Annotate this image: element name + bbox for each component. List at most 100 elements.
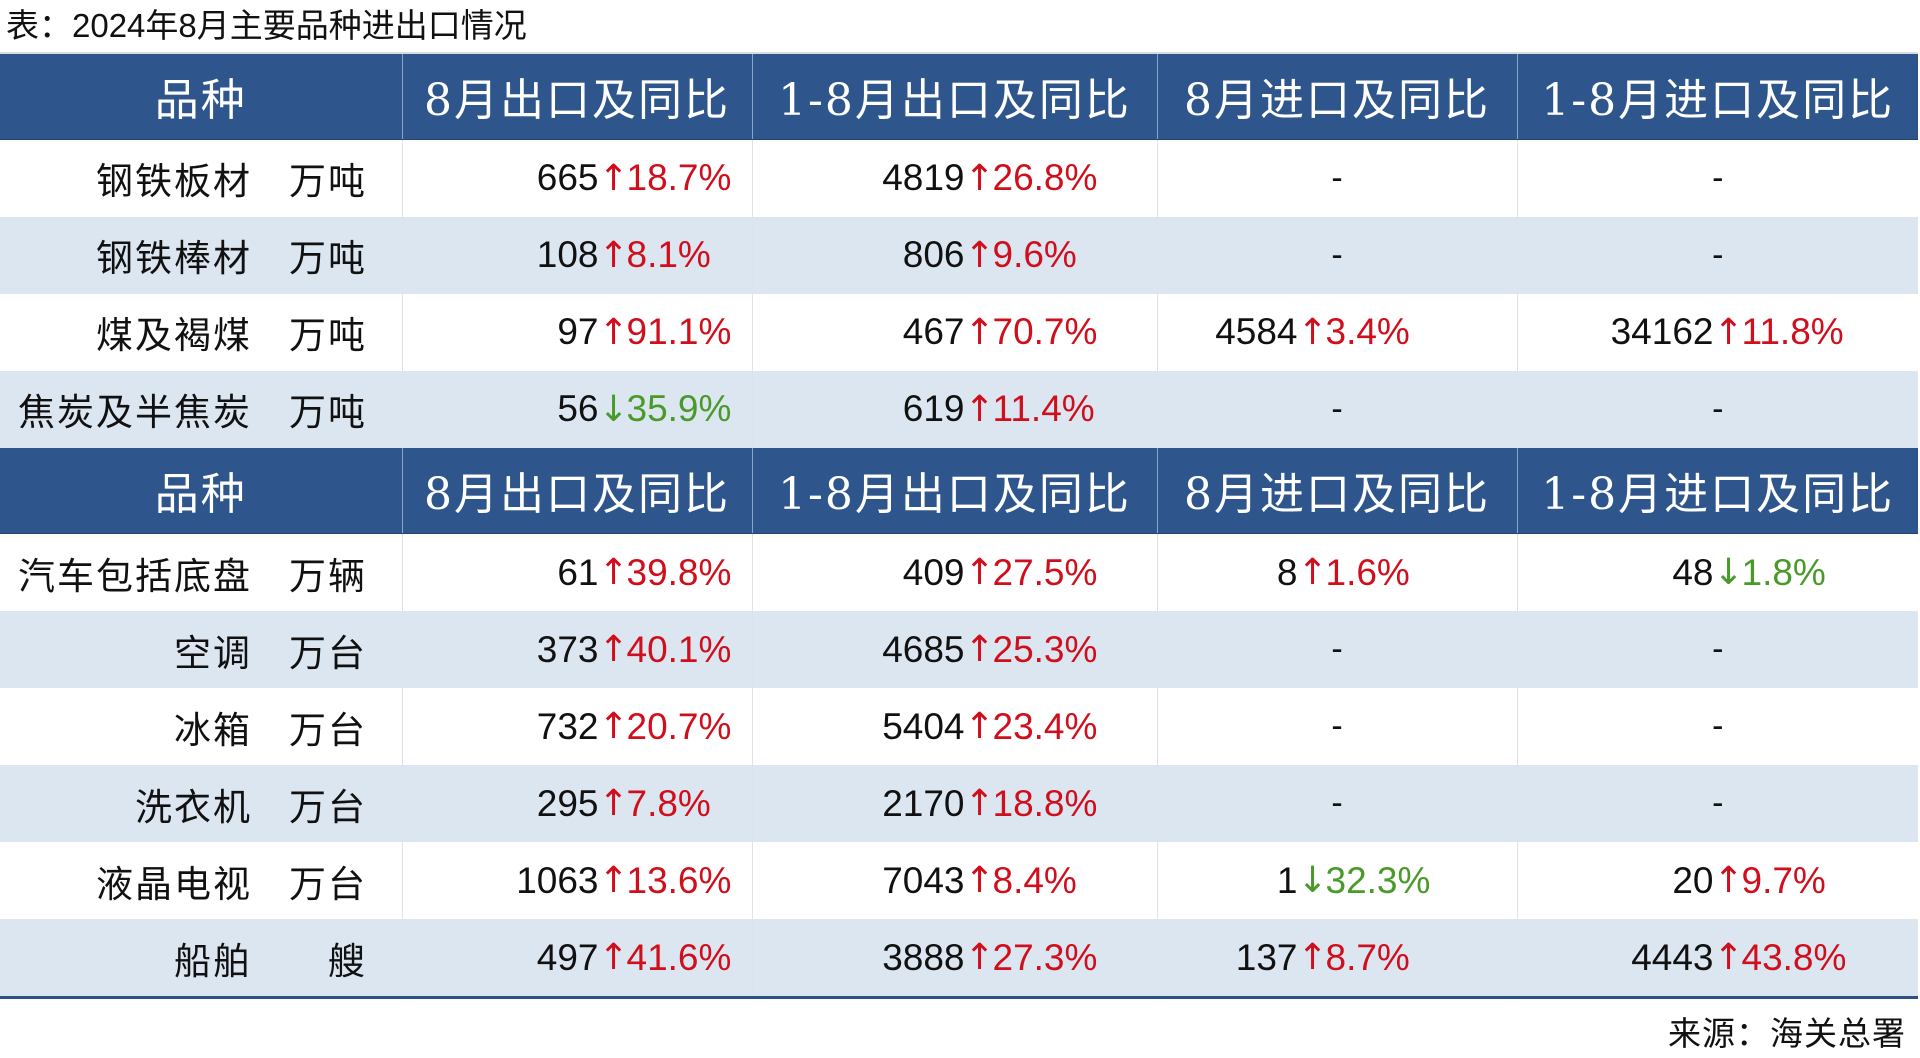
arrow-up-icon: ↑ [964, 234, 995, 276]
product-cell: 焦炭及半焦炭 万吨 [0, 371, 402, 448]
column-header: 8月出口及同比 [401, 447, 752, 534]
empty-value: - [1712, 630, 1724, 668]
yoy-percent: 27.3% [992, 936, 1098, 978]
arrow-up-icon: ↑ [964, 157, 995, 199]
arrow-up-icon: ↑ [598, 311, 629, 353]
value: 1063 [516, 859, 599, 901]
arrow-up-icon: ↑ [1297, 552, 1328, 593]
arrow-up-icon: ↑ [598, 157, 629, 199]
product-name: 钢铁棒材 [96, 238, 252, 279]
empty-value: - [1331, 235, 1343, 274]
value: 5404 [882, 705, 965, 747]
table-row: 钢铁板材 万吨 665 ↑ 18.7% 4819 ↑ 26.8% - - [0, 139, 1918, 217]
value: 4819 [882, 157, 965, 198]
value: 4584 [1215, 311, 1298, 352]
value: 409 [902, 551, 965, 593]
arrow-down-icon: ↓ [1297, 860, 1328, 901]
yoy-percent: 18.8% [992, 782, 1098, 824]
table-row: 钢铁棒材 万吨 108 ↑ 8.1% 806 ↑ 9.6% - - [0, 216, 1918, 294]
empty-value: - [1331, 630, 1343, 668]
value: 1 [1276, 859, 1298, 901]
table-row: 冰箱 万台 732 ↑ 20.7% 5404 ↑ 23.4% - - [0, 688, 1918, 765]
value: 295 [536, 782, 599, 824]
product-name: 船舶 [174, 940, 252, 982]
yoy-percent: 3.4% [1325, 311, 1410, 352]
column-header: 1-8月进口及同比 [1516, 447, 1918, 534]
arrow-up-icon: ↑ [964, 783, 995, 824]
value: 373 [536, 628, 599, 670]
product-cell: 钢铁板材 万吨 [0, 139, 402, 217]
yoy-percent: 70.7% [992, 311, 1098, 352]
value: 619 [902, 388, 965, 429]
yoy-percent: 35.9% [626, 388, 732, 429]
yoy-percent: 1.8% [1741, 551, 1826, 593]
value: 4685 [882, 628, 965, 670]
import-month-cell: 4584 ↑ 3.4% [1156, 293, 1517, 371]
export-ytd-cell: 619 ↑ 11.4% [751, 370, 1157, 448]
value: 56 [557, 388, 599, 429]
table-row: 汽车包括底盘 万辆 61 ↑ 39.8% 409 ↑ 27.5% 8 ↑ 1.6% 48 ↓ 1.8% [0, 533, 1918, 612]
product-unit: 万台 [289, 632, 367, 674]
product-unit: 万台 [289, 786, 367, 828]
import-month-cell: 8 ↑ 1.6% [1156, 533, 1517, 611]
product-unit: 艘 [328, 940, 367, 982]
import-ytd-cell: 34162 ↑ 11.8% [1516, 293, 1918, 371]
import-ytd-cell: - [1516, 765, 1918, 842]
table-row: 焦炭及半焦炭 万吨 56 ↓ 35.9% 619 ↑ 11.4% - - [0, 370, 1918, 448]
column-header: 1-8月出口及同比 [751, 447, 1157, 534]
yoy-percent: 23.4% [992, 705, 1098, 747]
product-cell: 洗衣机 万台 [0, 765, 402, 842]
product-unit: 万台 [289, 863, 367, 905]
arrow-up-icon: ↑ [964, 311, 995, 353]
table-row: 船舶艘 497 ↑ 41.6% 3888 ↑ 27.3% 137 ↑ 8.7% 4443 ↑ 43.8% [0, 919, 1918, 998]
value: 8 [1276, 551, 1298, 593]
export-ytd-cell: 2170 ↑ 18.8% [751, 765, 1157, 842]
empty-value: - [1331, 707, 1343, 745]
empty-value: - [1712, 158, 1724, 197]
arrow-up-icon: ↑ [598, 629, 629, 670]
column-header: 1-8月出口及同比 [751, 53, 1157, 140]
export-ytd-cell: 409 ↑ 27.5% [751, 533, 1157, 611]
table-row: 空调 万台 373 ↑ 40.1% 4685 ↑ 25.3% - - [0, 611, 1918, 688]
yoy-percent: 43.8% [1741, 936, 1847, 978]
empty-value: - [1331, 784, 1343, 822]
arrow-up-icon: ↑ [964, 937, 995, 978]
import-month-cell: 1 ↓ 32.3% [1156, 842, 1517, 919]
product-cell: 船舶 艘 [0, 919, 402, 998]
table-title: 表：2024年8月主要品种进出口情况 [6, 7, 527, 44]
product-unit: 万吨 [289, 238, 367, 279]
export-month-cell: 732 ↑ 20.7% [401, 688, 752, 765]
column-header: 1-8月进口及同比 [1516, 53, 1918, 140]
value: 3888 [882, 936, 965, 978]
column-header: 8月进口及同比 [1156, 447, 1517, 534]
product-unit: 万吨 [289, 161, 367, 202]
value: 4443 [1631, 936, 1714, 978]
arrow-up-icon: ↑ [598, 234, 629, 276]
product-name: 钢铁板材 [96, 161, 252, 202]
value: 108 [536, 234, 599, 275]
yoy-percent: 25.3% [992, 628, 1098, 670]
table-row: 煤及褐煤 万吨 97 ↑ 91.1% 467 ↑ 70.7% 4584 ↑ 3.4% 34162 ↑ 11… [0, 293, 1918, 371]
export-ytd-cell: 5404 ↑ 23.4% [751, 688, 1157, 765]
import-ytd-cell: 4443 ↑ 43.8% [1516, 919, 1918, 998]
column-header: 品种 [0, 447, 402, 534]
source-note: 来源：海关总署 [1668, 1015, 1906, 1052]
yoy-percent: 40.1% [626, 628, 732, 670]
product-cell: 煤及褐煤 万吨 [0, 294, 402, 371]
product-cell: 空调 万台 [0, 611, 402, 688]
import-month-cell: 137 ↑ 8.7% [1156, 919, 1517, 998]
arrow-down-icon: ↓ [598, 388, 629, 430]
arrow-down-icon: ↓ [1713, 552, 1744, 593]
product-cell: 汽车包括底盘 万辆 [0, 534, 402, 612]
product-name: 液晶电视 [96, 863, 252, 905]
value: 467 [902, 311, 965, 352]
value: 497 [536, 936, 599, 978]
export-ytd-cell: 3888 ↑ 27.3% [751, 919, 1157, 998]
empty-value: - [1331, 389, 1343, 428]
arrow-up-icon: ↑ [964, 552, 995, 593]
value: 665 [536, 157, 599, 198]
export-month-cell: 373 ↑ 40.1% [401, 611, 752, 688]
yoy-percent: 8.1% [626, 234, 711, 275]
yoy-percent: 1.6% [1325, 551, 1410, 593]
